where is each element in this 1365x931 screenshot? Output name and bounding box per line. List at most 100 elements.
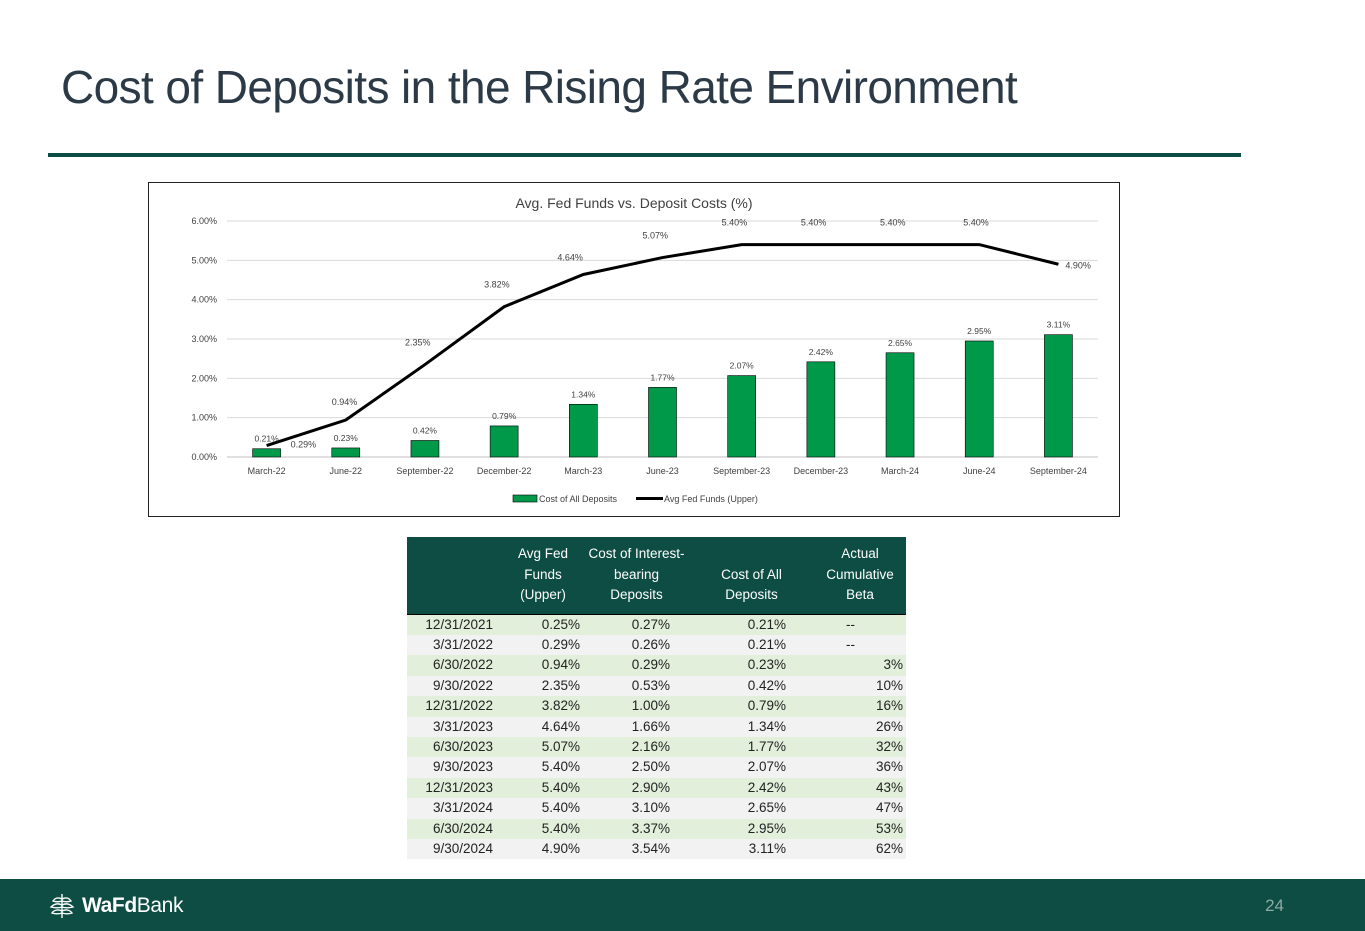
header-line: (Upper) [520,587,566,602]
cell-interest-bearing: 2.16% [584,736,689,758]
x-tick-label: March-23 [564,466,602,476]
cell-date: 12/31/2021 [407,614,502,635]
table-row: 3/31/2023 4.64% 1.66% 1.34% 26% [407,716,906,737]
x-tick-label: December-22 [477,466,532,476]
cell-beta: 16% [814,696,906,717]
legend-label-bars: Cost of All Deposits [539,494,618,504]
x-tick-label: March-24 [881,466,919,476]
chart-line-series: 0.29% 0.94% 2.35% 3.82% 4.64% 5.07% 5.40% 5.40%… [266,218,1091,450]
cell-interest-bearing: 0.26% [584,634,689,656]
header-line: Actual [841,546,879,561]
bar-data-label: 2.95% [967,326,992,336]
cell-interest-bearing: 1.66% [584,716,689,737]
deposit-cost-chart: Avg. Fed Funds vs. Deposit Costs (%) 0.0… [191,195,1098,504]
header-fed-funds: Avg Fed Funds (Upper) [502,537,584,615]
bar-cost-of-all-deposits [806,361,836,458]
cell-all-deposits: 1.34% [689,716,814,737]
line-data-label: 4.64% [557,252,583,262]
cell-all-deposits: 1.77% [689,736,814,758]
cell-fed-funds: 0.29% [502,634,584,656]
table-row: 6/30/2024 5.40% 3.37% 2.95% 53% [407,818,906,839]
x-tick-label: December-23 [794,466,849,476]
x-tick-label: September-23 [713,466,770,476]
cell-interest-bearing: 0.29% [584,655,689,676]
bar-cost-of-all-deposits [648,387,677,458]
cell-interest-bearing: 0.53% [584,675,689,697]
line-data-label: 5.40% [963,218,989,228]
page-number: 24 [1265,896,1284,915]
title-divider [48,153,1241,157]
cell-date: 6/30/2023 [407,736,502,758]
cell-beta: 47% [814,798,906,819]
cell-beta: 32% [814,736,906,758]
wafd-wheat-icon [49,894,75,918]
header-line: bearing [613,566,660,582]
header-line: Cost of Interest- [588,546,685,561]
y-tick-label: 1.00% [191,413,217,423]
table-row: 12/31/2023 5.40% 2.90% 2.42% 43% [407,777,906,799]
header-line: Cost of All Deposits [721,566,782,603]
cell-interest-bearing: 2.50% [584,757,689,778]
bar-data-label: 0.23% [334,433,359,443]
cell-date: 3/31/2023 [407,716,502,737]
cell-date: 12/31/2022 [407,696,502,717]
cell-fed-funds: 5.40% [502,798,584,819]
cell-date: 12/31/2023 [407,777,502,799]
cell-fed-funds: 0.25% [502,614,584,635]
bar-cost-of-all-deposits [252,448,281,458]
brand-name: WaFdBank [82,894,183,918]
header-interest-bearing: Cost of Interest-bearing Deposits [584,537,689,615]
bar-data-label: 2.42% [809,347,834,357]
cell-date: 6/30/2024 [407,818,502,839]
table-header-row: Avg Fed Funds (Upper) Cost of Interest-bea… [407,537,906,615]
legend-label-line: Avg Fed Funds (Upper) [664,494,758,504]
table-row: 6/30/2022 0.94% 0.29% 0.23% 3% [407,655,906,676]
cell-fed-funds: 2.35% [502,675,584,697]
chart-legend: Cost of All Deposits Avg Fed Funds (Upper… [512,494,758,504]
table-row: 3/31/2022 0.29% 0.26% 0.21% -- [407,634,906,656]
brand-name-regular: Bank [136,894,184,917]
chart-frame: Avg. Fed Funds vs. Deposit Costs (%) 0.0… [148,182,1120,517]
bar-cost-of-all-deposits [410,440,440,458]
bar-cost-of-all-deposits [885,352,915,458]
wafd-logo: WaFdBank [47,891,183,921]
cell-fed-funds: 5.40% [502,818,584,839]
bar-cost-of-all-deposits [727,375,756,458]
table-row: 9/30/2023 5.40% 2.50% 2.07% 36% [407,757,906,778]
header-line: Cumulative [826,566,894,582]
cell-all-deposits: 2.07% [689,757,814,778]
table-row: 9/30/2022 2.35% 0.53% 0.42% 10% [407,675,906,697]
cell-beta: -- [814,634,906,656]
cell-interest-bearing: 0.27% [584,614,689,635]
line-data-label: 0.94% [332,397,358,407]
x-tick-label: September-22 [396,466,453,476]
bar-data-label: 0.21% [255,434,280,444]
line-data-label: 5.40% [880,218,906,228]
cell-all-deposits: 0.42% [689,675,814,697]
bar-data-label: 0.42% [413,425,438,435]
cell-interest-bearing: 3.54% [584,838,689,860]
bar-cost-of-all-deposits [569,403,598,458]
y-tick-label: 0.00% [191,452,217,462]
cell-interest-bearing: 3.37% [584,818,689,839]
x-tick-label: March-22 [248,466,286,476]
header-date [407,537,502,615]
header-all-deposits: Cost of All Deposits [689,537,814,615]
table-row: 12/31/2021 0.25% 0.27% 0.21% -- [407,614,906,635]
cell-fed-funds: 5.40% [502,777,584,799]
line-data-label: 0.29% [291,440,317,450]
cell-date: 3/31/2022 [407,634,502,656]
cell-all-deposits: 0.79% [689,696,814,717]
x-tick-label: June-23 [646,466,679,476]
cell-all-deposits: 2.95% [689,818,814,839]
cell-date: 3/31/2024 [407,798,502,819]
bar-cost-of-all-deposits [489,425,519,458]
y-tick-label: 5.00% [191,255,217,265]
cell-beta: 26% [814,716,906,737]
y-tick-label: 3.00% [191,334,217,344]
bar-data-label: 1.77% [650,372,675,382]
bar-data-label: 2.07% [730,361,755,371]
legend-swatch-bars [512,494,538,503]
header-line: Deposits [610,587,663,602]
cell-all-deposits: 2.65% [689,798,814,819]
